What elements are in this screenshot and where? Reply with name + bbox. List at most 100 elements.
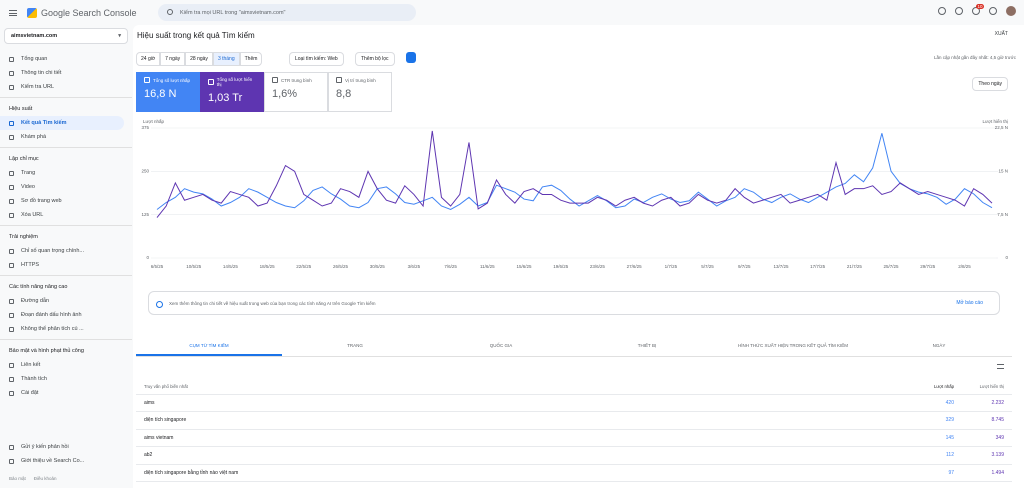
x-tick-label: 2/8/25 [958, 264, 971, 269]
row[interactable]: ab2 112 3.139 [136, 446, 1012, 465]
property-selector[interactable]: aimsvietnam.com [4, 28, 128, 44]
tab[interactable]: NGÀY [932, 343, 946, 348]
tab[interactable]: CỤM TỪ TÌM KIẾM [136, 336, 282, 356]
nav-item[interactable]: Đoạn đánh dấu hình ảnh [0, 308, 124, 322]
x-tick-label: 6/5/25 [151, 264, 164, 269]
search-box[interactable]: Kiểm tra mọi URL trong "aimsvietnam.com" [158, 4, 416, 21]
nav-icon [9, 390, 14, 396]
x-tick-label: 18/5/25 [260, 264, 276, 269]
nav-label: Đường dẫn [21, 298, 50, 304]
cell: 420 [912, 394, 962, 412]
notifications[interactable]: 10 [972, 4, 985, 15]
nav-item[interactable]: Trang [0, 166, 124, 180]
metric-card[interactable]: CTR trung bình 1,6% [264, 72, 328, 112]
x-tick-label: 23/6/25 [590, 264, 606, 269]
column-header[interactable]: Truy vấn phổ biến nhất [136, 380, 912, 395]
avatar[interactable] [1006, 6, 1016, 16]
nav-item[interactable]: Không thể phân tích cú ... [0, 322, 124, 336]
search-type[interactable]: Loại tìm kiếm: Web [289, 52, 344, 66]
help-icon[interactable] [938, 7, 946, 15]
banner-link[interactable]: Mở báo cáo [956, 300, 983, 306]
x-tick-label: 17/7/25 [810, 264, 826, 269]
x-tick-label: 13/7/25 [773, 264, 789, 269]
add-filter[interactable]: Thêm bộ lọc [355, 52, 395, 66]
filter-button[interactable] [406, 52, 416, 63]
row[interactable]: diện tích singapore 329 8.745 [136, 411, 1012, 430]
metric-label: Tổng số lượt hiển thị [208, 77, 256, 87]
separator [0, 339, 132, 340]
date-chip[interactable]: 3 tháng [212, 52, 240, 66]
nav-icon [9, 184, 14, 190]
nav-item[interactable]: Gửi ý kiến phản hồi [0, 440, 124, 454]
granularity[interactable]: Theo ngày [972, 77, 1008, 91]
menu-button[interactable] [9, 9, 17, 16]
export-button[interactable]: XUẤT [994, 31, 1008, 37]
nav-item[interactable]: Sơ đồ trang web [0, 194, 124, 208]
metric-card[interactable]: Tổng số lượt nhấp 16,8 N [136, 72, 200, 112]
cell: aims vietnam [136, 429, 912, 447]
column-header[interactable]: Lượt nhấp [912, 380, 962, 395]
date-chip[interactable]: Thêm [239, 52, 263, 66]
nav-item[interactable]: Thông tin chi tiết [0, 66, 124, 80]
nav-item[interactable]: Xóa URL [0, 208, 124, 222]
nav-label: Gửi ý kiến phản hồi [21, 444, 69, 450]
tab[interactable]: QUỐC GIA [489, 343, 513, 348]
row[interactable]: diện tích singapore bằng tỉnh nào việt n… [136, 464, 1012, 482]
nav-label: Kết quả Tìm kiếm [21, 120, 67, 126]
x-tick-label: 15/6/25 [517, 264, 533, 269]
nav-item[interactable]: Liên kết [0, 358, 124, 372]
x-tick-label: 3/6/25 [408, 264, 421, 269]
nav-item[interactable]: Cài đặt [0, 386, 124, 400]
nav-label: Cài đặt [21, 390, 39, 396]
date-chip[interactable]: 24 giờ [136, 52, 161, 66]
y2-tick-label: 7,5 N [997, 212, 1008, 217]
nav-item[interactable]: HTTPS [0, 258, 124, 272]
y-tick-label: 125 [141, 212, 149, 217]
footer-link[interactable]: Bảo mật [9, 476, 26, 481]
x-tick-label: 5/7/25 [701, 264, 714, 269]
row[interactable]: aims vietnam 145 349 [136, 429, 1012, 447]
nav-icon [9, 170, 14, 176]
date-chip[interactable]: 7 ngày [160, 52, 186, 66]
column-header[interactable]: Lượt hiển thị [962, 380, 1012, 395]
footer-link[interactable]: Điều khoản [33, 476, 57, 481]
nav-section-title: Bảo mật và hình phạt thủ công [9, 347, 84, 354]
nav-icon [9, 298, 14, 304]
nav-label: Thông tin chi tiết [21, 70, 62, 76]
date-chip[interactable]: 28 ngày [185, 52, 213, 66]
nav-icon [9, 458, 14, 464]
metric-value: 16,8 N [144, 88, 177, 100]
product-name: Google Search Console [41, 7, 137, 18]
row[interactable]: aims 420 2.232 [136, 394, 1012, 412]
filter-icon[interactable] [997, 364, 1004, 369]
tab[interactable]: THIẾT BỊ [637, 343, 657, 348]
nav-list: Tổng quan Thông tin chi tiết Kiểm tra URL H… [0, 52, 132, 400]
nav-item[interactable]: Đường dẫn [0, 294, 124, 308]
date-range: 24 giờ 7 ngày 28 ngày 3 tháng Thêm [136, 52, 263, 66]
nav-icon [9, 376, 14, 382]
nav-item[interactable]: Giới thiệu về Search Co... [0, 454, 124, 468]
tab[interactable]: HÌNH THỨC XUẤT HIỆN TRONG KẾT QUẢ TÌM KI… [738, 343, 848, 348]
nav-item[interactable]: Video [0, 180, 124, 194]
nav-item[interactable]: Tổng quan [0, 52, 124, 66]
nav-label: Giới thiệu về Search Co... [21, 458, 85, 464]
users-icon[interactable] [955, 7, 963, 15]
metric-card[interactable]: Vị trí trung bình 8,8 [328, 72, 392, 112]
nav-item[interactable]: Kết quả Tìm kiếm [0, 116, 124, 130]
banner-text: Xem thêm thông tin chi tiết về hiệu suất… [169, 300, 376, 306]
separator [0, 97, 132, 98]
nav-label: Trang [21, 170, 36, 176]
cell: diện tích singapore [136, 411, 912, 430]
nav-item[interactable]: Kiểm tra URL [0, 80, 124, 94]
nav-icon [9, 312, 14, 318]
nav-item[interactable]: Chỉ số quan trọng chính... [0, 244, 124, 258]
apps-icon[interactable] [989, 7, 997, 15]
metric-card[interactable]: Tổng số lượt hiển thị 1,03 Tr [200, 72, 264, 112]
nav-icon [9, 444, 14, 450]
x-tick-label: 30/5/25 [370, 264, 386, 269]
nav-item[interactable]: Thành tích [0, 372, 124, 386]
nav-icon [9, 120, 14, 126]
tab[interactable]: TRANG [347, 343, 363, 348]
nav-item[interactable]: Khám phá [0, 130, 124, 144]
